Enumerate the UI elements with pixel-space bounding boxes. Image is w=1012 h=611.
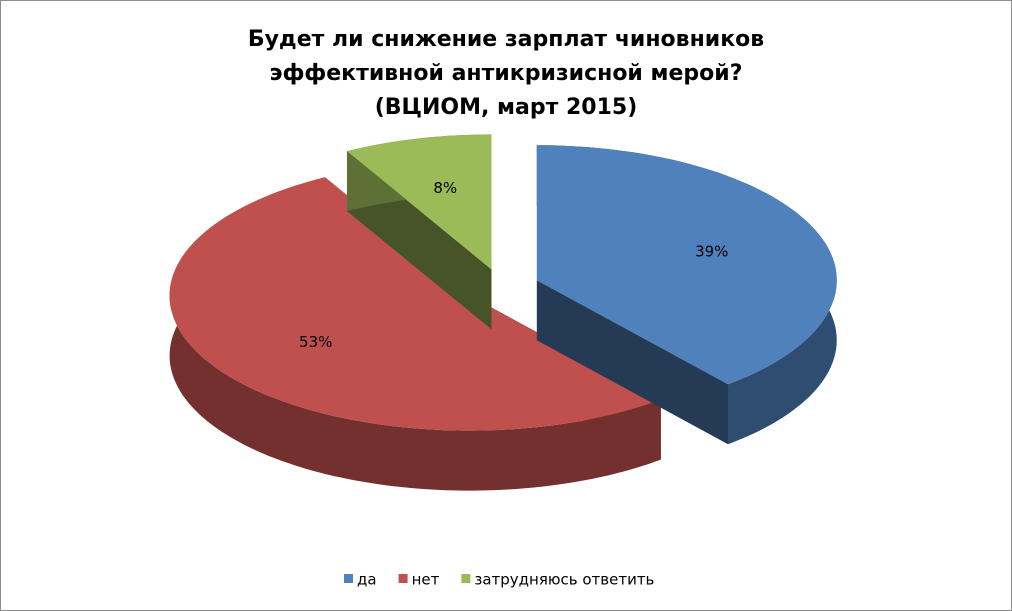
legend-swatch [398,574,408,583]
data-label: 8% [433,179,457,197]
legend-swatch [461,574,471,583]
chart-title: Будет ли снижение зарплат чиновников эфф… [247,27,765,120]
legend-label: да [357,571,377,589]
slice [169,177,661,431]
slice [536,145,837,385]
data-label: 39% [695,242,728,260]
legend-swatch [344,574,353,583]
legend-label: нет [412,571,440,589]
legend-label: затрудняюсь ответить [474,571,654,589]
data-label: 53% [299,333,332,351]
slice [347,134,492,270]
slice-side [536,280,728,445]
slice-wall [169,177,661,491]
